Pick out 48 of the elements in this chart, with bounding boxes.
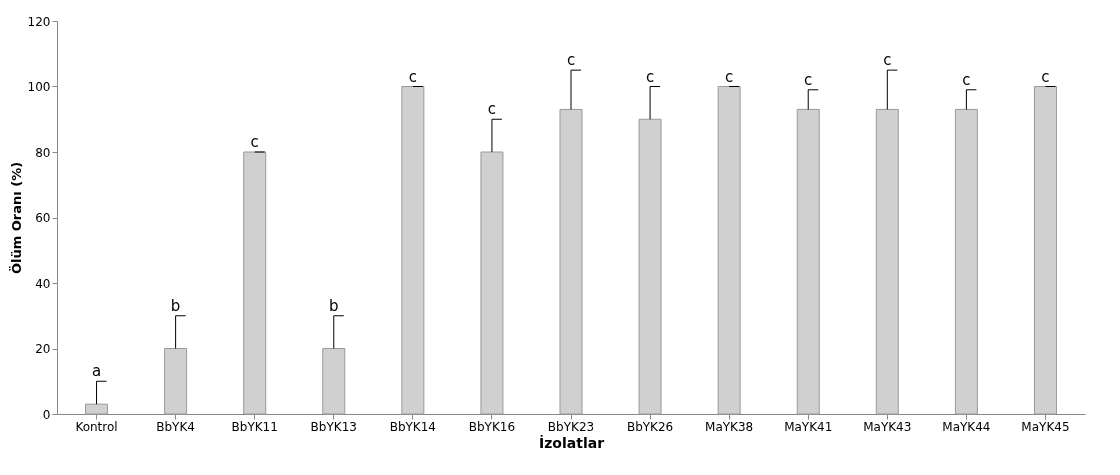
x-tick-label: MaYK38 [705,419,754,434]
bar [243,151,267,415]
annotation: c [883,51,892,70]
annotation: c [725,67,734,86]
y-tick-label: 80 [35,145,51,160]
y-tick-label: 100 [27,80,51,94]
bar [401,86,425,415]
bar [638,118,662,415]
bar [480,151,504,415]
bar [322,348,346,415]
x-tick-label: Kontrol [75,419,118,434]
x-tick-label: MaYK43 [863,419,912,434]
bar [164,348,188,415]
x-tick-label: BbYK26 [626,419,674,434]
x-tick-label: MaYK41 [784,419,833,434]
annotation: c [1041,67,1050,86]
x-tick-label: BbYK14 [389,419,437,434]
annotation: a [91,362,102,381]
y-tick-label: 60 [35,211,51,225]
x-tick-label: BbYK13 [310,419,357,434]
annotation: c [645,67,655,86]
bar [1033,86,1057,415]
y-tick-label: 120 [27,14,51,29]
bar [85,403,109,415]
x-tick-label: BbYK4 [156,419,195,434]
bar [875,108,899,415]
annotation: c [250,133,259,151]
y-axis-title: Ölüm Oranı (%) [8,161,24,275]
bar [796,108,820,415]
x-tick-label: BbYK11 [231,419,278,434]
annotation: c [408,67,417,86]
x-tick-label: BbYK16 [468,419,516,434]
annotation: b [170,296,181,315]
annotation: c [962,70,971,89]
x-axis-title: İzolatlar [538,434,605,451]
annotation: b [329,296,339,315]
y-tick-label: 20 [35,342,51,356]
bar [559,108,583,415]
bar [717,86,741,415]
bar [954,108,978,415]
x-tick-label: BbYK23 [547,419,595,434]
x-tick-label: MaYK44 [942,419,991,434]
x-tick-label: MaYK45 [1021,419,1070,434]
y-tick-label: 40 [35,276,51,291]
annotation: c [487,100,497,119]
y-tick-label: 0 [42,407,51,422]
annotation: c [566,51,576,70]
annotation: c [804,70,813,89]
